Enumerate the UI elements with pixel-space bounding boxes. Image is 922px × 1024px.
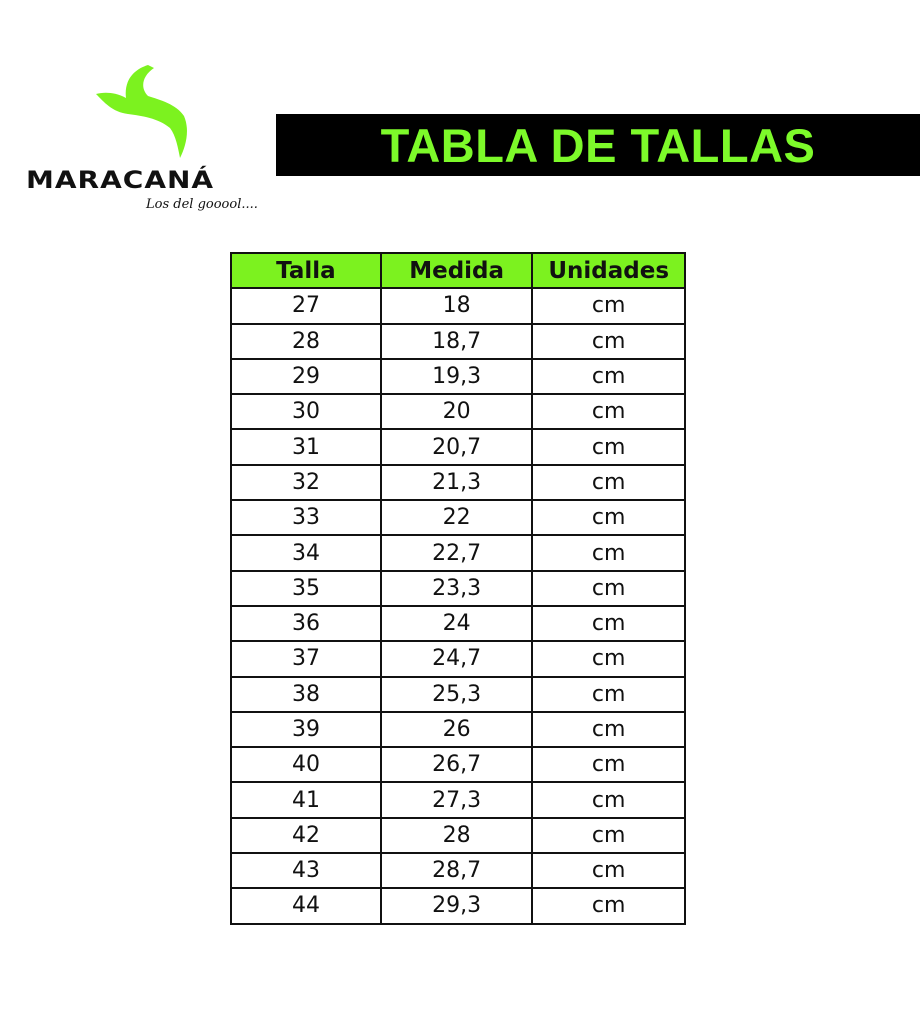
header-talla: Talla — [230, 251, 382, 290]
medida-cell: 28 — [379, 816, 534, 855]
talla-cell: 39 — [230, 710, 382, 749]
unidades-cell: cm — [531, 604, 686, 643]
unidades-cell: cm — [531, 357, 686, 396]
unidades-cell: cm — [531, 746, 686, 784]
medida-cell: 25,3 — [379, 675, 534, 713]
title-banner: TABLA DE TALLAS — [276, 114, 920, 176]
unidades-cell: cm — [531, 569, 686, 607]
unidades-cell: cm — [531, 887, 686, 925]
table-row: 34 22,7 cm — [230, 534, 686, 572]
medida-cell: 29,3 — [379, 887, 534, 925]
talla-cell: 32 — [230, 463, 382, 502]
unidades-cell: cm — [531, 287, 686, 325]
medida-cell: 26,7 — [379, 746, 534, 784]
table-row: 27 18 cm — [230, 287, 686, 325]
medida-cell: 28,7 — [379, 852, 534, 890]
header-unidades: Unidades — [531, 251, 686, 290]
medida-cell: 18,7 — [379, 322, 534, 360]
unidades-cell: cm — [531, 781, 686, 819]
swirl-logo-icon — [96, 65, 187, 158]
talla-cell: 37 — [230, 640, 382, 678]
medida-cell: 27,3 — [379, 781, 534, 819]
table-row: 28 18,7 cm — [230, 322, 686, 360]
unidades-cell: cm — [531, 852, 686, 890]
talla-cell: 30 — [230, 393, 382, 431]
talla-cell: 36 — [230, 604, 382, 643]
size-table: Talla Medida Unidades 27 18 cm 28 18,7 cm 29 19… — [230, 251, 686, 925]
header-medida: Medida — [379, 251, 534, 290]
talla-cell: 31 — [230, 428, 382, 466]
table-row: 31 20,7 cm — [230, 428, 686, 466]
medida-cell: 22,7 — [379, 534, 534, 572]
medida-cell: 24 — [379, 604, 534, 643]
table-row: 44 29,3 cm — [230, 887, 686, 925]
medida-cell: 23,3 — [379, 569, 534, 607]
unidades-cell: cm — [531, 534, 686, 572]
table-row: 35 23,3 cm — [230, 569, 686, 607]
talla-cell: 38 — [230, 675, 382, 713]
table-row: 37 24,7 cm — [230, 640, 686, 678]
unidades-cell: cm — [531, 463, 686, 502]
brand-name: MARACANÁ — [26, 166, 215, 195]
table-row: 39 26 cm — [230, 710, 686, 749]
table-row: 43 28,7 cm — [230, 852, 686, 890]
medida-cell: 18 — [379, 287, 534, 325]
unidades-cell: cm — [531, 710, 686, 749]
medida-cell: 19,3 — [379, 357, 534, 396]
talla-cell: 33 — [230, 499, 382, 537]
unidades-cell: cm — [531, 499, 686, 537]
medida-cell: 20 — [379, 393, 534, 431]
talla-cell: 40 — [230, 746, 382, 784]
unidades-cell: cm — [531, 393, 686, 431]
page-title: TABLA DE TALLAS — [380, 118, 816, 172]
maracana-logo: MARACANÁ Los del gooool.... — [20, 60, 260, 225]
table-row: 41 27,3 cm — [230, 781, 686, 819]
unidades-cell: cm — [531, 640, 686, 678]
unidades-cell: cm — [531, 428, 686, 466]
talla-cell: 28 — [230, 322, 382, 360]
table-row: 36 24 cm — [230, 604, 686, 643]
talla-cell: 41 — [230, 781, 382, 819]
brand-tagline: Los del gooool.... — [146, 197, 258, 212]
medida-cell: 22 — [379, 499, 534, 537]
table-row: 38 25,3 cm — [230, 675, 686, 713]
table-row: 40 26,7 cm — [230, 746, 686, 784]
talla-cell: 44 — [230, 887, 382, 925]
table-row: 30 20 cm — [230, 393, 686, 431]
unidades-cell: cm — [531, 322, 686, 360]
header-row: Talla Medida Unidades — [230, 251, 686, 290]
medida-cell: 24,7 — [379, 640, 534, 678]
talla-cell: 27 — [230, 287, 382, 325]
table-row: 32 21,3 cm — [230, 463, 686, 502]
talla-cell: 35 — [230, 569, 382, 607]
table-row: 42 28 cm — [230, 816, 686, 855]
talla-cell: 34 — [230, 534, 382, 572]
medida-cell: 21,3 — [379, 463, 534, 502]
table-row: 29 19,3 cm — [230, 357, 686, 396]
talla-cell: 43 — [230, 852, 382, 890]
talla-cell: 42 — [230, 816, 382, 855]
unidades-cell: cm — [531, 675, 686, 713]
talla-cell: 29 — [230, 357, 382, 396]
unidades-cell: cm — [531, 816, 686, 855]
medida-cell: 20,7 — [379, 428, 534, 466]
medida-cell: 26 — [379, 710, 534, 749]
table-row: 33 22 cm — [230, 499, 686, 537]
